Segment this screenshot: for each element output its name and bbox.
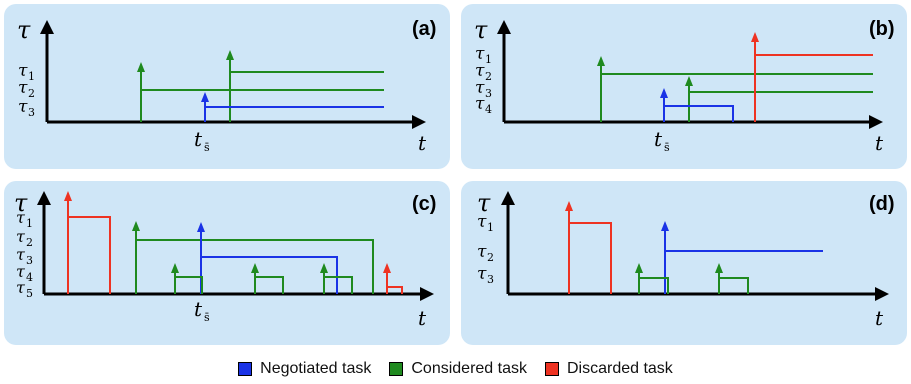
considered-task <box>597 56 873 122</box>
legend-item-discarded: Discarded task <box>544 360 673 378</box>
svg-text:s̄: s̄ <box>664 141 670 154</box>
ts-marker-label: t s̄ <box>194 297 210 324</box>
x-axis-arrowhead <box>412 115 426 129</box>
discarded-task <box>64 191 111 294</box>
legend-label: Discarded task <box>566 360 673 377</box>
y-axis-arrowhead <box>37 191 51 205</box>
svg-text:τ: τ <box>16 227 26 246</box>
considered-task <box>171 263 203 294</box>
svg-text:4: 4 <box>26 271 33 284</box>
svg-text:τ: τ <box>18 97 28 117</box>
svg-text:τ: τ <box>475 61 485 81</box>
svg-text:2: 2 <box>485 70 492 83</box>
svg-text:2: 2 <box>28 87 35 100</box>
ts-marker-label: t s̄ <box>194 127 210 154</box>
ts-marker-label: t s̄ <box>654 127 670 154</box>
negotiated-task <box>201 92 384 122</box>
svg-text:τ: τ <box>18 78 28 98</box>
svg-text:4: 4 <box>485 103 492 116</box>
svg-text:τ: τ <box>477 264 487 284</box>
considered-task <box>685 76 873 122</box>
y-axis-arrowhead <box>40 20 54 34</box>
svg-text:3: 3 <box>28 106 35 119</box>
legend-item-considered: Considered task <box>389 360 527 378</box>
considered-task <box>137 62 384 122</box>
svg-text:2: 2 <box>26 236 33 249</box>
svg-text:τ: τ <box>475 44 485 64</box>
svg-text:τ: τ <box>16 245 26 264</box>
svg-text:1: 1 <box>28 70 35 83</box>
panel-label: (d) <box>869 193 895 215</box>
svg-text:τ: τ <box>16 278 26 297</box>
negotiated-task <box>661 221 823 294</box>
svg-text:τ: τ <box>477 212 487 232</box>
negotiated-task <box>660 88 734 122</box>
discarded-task <box>565 201 612 294</box>
y-axis-arrowhead <box>501 191 515 205</box>
legend-label: Considered task <box>411 360 527 377</box>
t-axis-label: t <box>418 131 427 155</box>
svg-text:3: 3 <box>485 87 492 100</box>
svg-text:1: 1 <box>26 217 33 230</box>
svg-text:t: t <box>194 297 203 321</box>
x-axis-arrowhead <box>875 287 889 301</box>
considered-task <box>132 221 374 294</box>
x-axis-arrowhead <box>420 287 434 301</box>
svg-text:τ: τ <box>18 61 28 81</box>
svg-text:τ: τ <box>475 78 485 98</box>
svg-text:τ: τ <box>16 262 26 281</box>
considered-task <box>635 263 669 294</box>
legend-item-negotiated: Negotiated task <box>238 360 371 378</box>
considered-task <box>715 263 749 294</box>
svg-text:t: t <box>654 127 663 151</box>
x-axis-arrowhead <box>869 115 883 129</box>
y-axis-arrowhead <box>497 20 511 34</box>
svg-text:s̄: s̄ <box>204 141 210 154</box>
legend: Negotiated task Considered task Discarde… <box>0 357 911 381</box>
svg-text:t: t <box>194 127 203 151</box>
t-axis-label: t <box>875 131 884 155</box>
tau-axis-label: τ <box>17 16 31 44</box>
svg-text:5: 5 <box>26 287 33 300</box>
panel-label: (c) <box>412 193 436 215</box>
panel-label: (b) <box>869 18 895 40</box>
svg-text:τ: τ <box>477 242 487 262</box>
tau-axis-label: τ <box>477 189 491 217</box>
legend-label: Negotiated task <box>260 360 372 377</box>
panel-label: (a) <box>412 18 436 40</box>
svg-text:1: 1 <box>485 53 492 66</box>
tau-axis-label: τ <box>474 16 488 44</box>
discarded-task <box>751 32 873 122</box>
discarded-task <box>383 263 403 294</box>
svg-text:τ: τ <box>16 208 26 227</box>
considered-task <box>320 263 353 294</box>
svg-text:τ: τ <box>475 94 485 114</box>
tau-axis-label: τ <box>14 189 28 217</box>
svg-text:3: 3 <box>26 254 33 267</box>
svg-text:s̄: s̄ <box>204 311 210 324</box>
considered-task <box>226 50 384 122</box>
svg-text:1: 1 <box>487 221 494 234</box>
negotiated-task <box>197 222 338 294</box>
legend-swatch-blue <box>238 362 253 376</box>
legend-swatch-red <box>544 362 559 376</box>
t-axis-label: t <box>418 306 427 330</box>
svg-text:2: 2 <box>487 251 494 264</box>
legend-swatch-green <box>389 362 404 376</box>
svg-text:3: 3 <box>487 273 494 286</box>
considered-task <box>251 263 284 294</box>
t-axis-label: t <box>875 306 884 330</box>
